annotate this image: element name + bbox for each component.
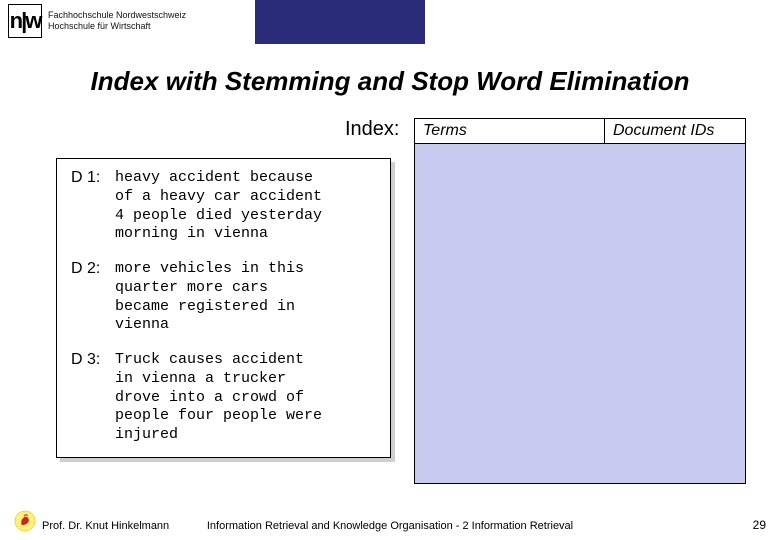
author-name: Prof. Dr. Knut Hinkelmann xyxy=(42,520,169,532)
index-label: Index: xyxy=(345,118,399,141)
slide-footer: Prof. Dr. Knut Hinkelmann Information Re… xyxy=(0,510,780,532)
doc-text: Truck causes accident in vienna a trucke… xyxy=(115,351,322,445)
doc-entry: D 2: more vehicles in this quarter more … xyxy=(71,260,376,335)
footer-center-text: Information Retrieval and Knowledge Orga… xyxy=(207,520,573,532)
institution-line1: Fachhochschule Nordwestschweiz xyxy=(48,10,186,21)
col-header-docids: Document IDs xyxy=(605,119,745,143)
doc-id: D 2: xyxy=(71,260,115,278)
page-number: 29 xyxy=(753,518,766,532)
doc-id: D 3: xyxy=(71,351,115,369)
doc-text: heavy accident because of a heavy car ac… xyxy=(115,169,322,244)
col-header-terms: Terms xyxy=(415,119,605,143)
logo-area: n|w Fachhochschule Nordwestschweiz Hochs… xyxy=(0,0,255,42)
rooster-icon xyxy=(14,510,36,532)
table-header-row: Terms Document IDs xyxy=(414,118,746,144)
index-table: Terms Document IDs xyxy=(414,118,746,484)
doc-text: more vehicles in this quarter more cars … xyxy=(115,260,304,335)
documents-box: D 1: heavy accident because of a heavy c… xyxy=(56,158,391,458)
accent-box xyxy=(255,0,425,44)
slide-title: Index with Stemming and Stop Word Elimin… xyxy=(0,66,780,97)
institution-name: Fachhochschule Nordwestschweiz Hochschul… xyxy=(48,10,186,32)
institution-line2: Hochschule für Wirtschaft xyxy=(48,21,186,32)
doc-entry: D 1: heavy accident because of a heavy c… xyxy=(71,169,376,244)
doc-id: D 1: xyxy=(71,169,115,187)
slide-header: n|w Fachhochschule Nordwestschweiz Hochs… xyxy=(0,0,780,48)
doc-entry: D 3: Truck causes accident in vienna a t… xyxy=(71,351,376,445)
logo-mark: n|w xyxy=(8,4,42,38)
table-body-empty xyxy=(414,144,746,484)
